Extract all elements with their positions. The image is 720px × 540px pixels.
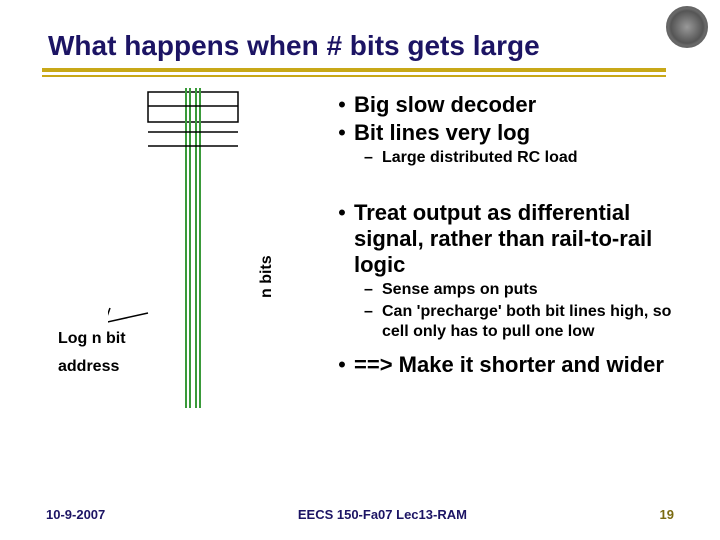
bullet-text: Big slow decoder <box>354 92 700 118</box>
bullet-text: Bit lines very log <box>354 120 700 146</box>
footer-course: EECS 150-Fa07 Lec13-RAM <box>298 507 467 522</box>
sub-bullet-text: Large distributed RC load <box>382 148 700 168</box>
bullet-marker: • <box>330 120 354 146</box>
sub-bullet-item: – Large distributed RC load <box>364 148 700 168</box>
diagram-axis-nbits: n bits <box>258 255 276 298</box>
sub-bullet-marker: – <box>364 302 382 322</box>
bullet-content: • Big slow decoder • Bit lines very log … <box>330 92 700 380</box>
bullet-text: ==> Make it shorter and wider <box>354 352 700 378</box>
bullet-item: • Bit lines very log <box>330 120 700 146</box>
title-underline-thin <box>42 75 666 77</box>
diagram-label-logn: Log n bit <box>58 330 126 348</box>
university-seal <box>666 6 708 48</box>
sub-bullet-marker: – <box>364 148 382 168</box>
sub-bullet-text: Sense amps on puts <box>382 280 700 300</box>
slide-footer: 10-9-2007 EECS 150-Fa07 Lec13-RAM 19 <box>0 507 720 522</box>
bullet-item: • Treat output as differential signal, r… <box>330 200 700 278</box>
bullet-marker: • <box>330 352 354 378</box>
bullet-text: Treat output as differential signal, rat… <box>354 200 700 278</box>
diagram-label-address: address <box>58 358 119 376</box>
memory-array-diagram <box>108 88 268 418</box>
footer-page-number: 19 <box>660 507 674 522</box>
title-underline-thick <box>42 68 666 72</box>
bullet-item: • Big slow decoder <box>330 92 700 118</box>
bullet-marker: • <box>330 200 354 226</box>
sub-bullet-item: – Can 'precharge' both bit lines high, s… <box>364 302 700 342</box>
sub-bullet-text: Can 'precharge' both bit lines high, so … <box>382 302 700 342</box>
sub-bullet-item: – Sense amps on puts <box>364 280 700 300</box>
bullet-marker: • <box>330 92 354 118</box>
footer-date: 10-9-2007 <box>46 507 105 522</box>
bullet-item: • ==> Make it shorter and wider <box>330 352 700 378</box>
slide-title: What happens when # bits gets large <box>48 30 540 62</box>
sub-bullet-marker: – <box>364 280 382 300</box>
